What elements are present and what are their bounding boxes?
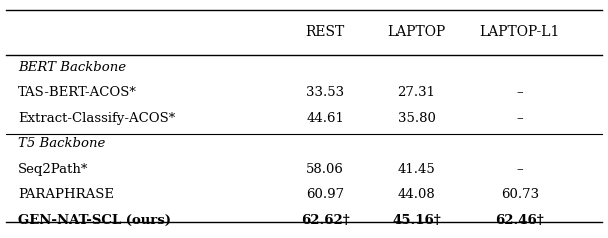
Text: Extract-Classify-ACOS*: Extract-Classify-ACOS*	[18, 112, 176, 125]
Text: REST: REST	[306, 25, 345, 39]
Text: T5 Backbone: T5 Backbone	[18, 137, 106, 150]
Text: 35.80: 35.80	[398, 112, 435, 125]
Text: BERT Backbone: BERT Backbone	[18, 61, 126, 74]
Text: 45.16†: 45.16†	[392, 214, 441, 227]
Text: 44.61: 44.61	[306, 112, 344, 125]
Text: 44.08: 44.08	[398, 188, 435, 201]
Text: PARAPHRASE: PARAPHRASE	[18, 188, 114, 201]
Text: LAPTOP-L1: LAPTOP-L1	[480, 25, 560, 39]
Text: 27.31: 27.31	[398, 86, 435, 99]
Text: 60.97: 60.97	[306, 188, 344, 201]
Text: –: –	[517, 86, 523, 99]
Text: LAPTOP: LAPTOP	[387, 25, 446, 39]
Text: TAS-BERT-ACOS*: TAS-BERT-ACOS*	[18, 86, 137, 99]
Text: GEN-NAT-SCL (ours): GEN-NAT-SCL (ours)	[18, 214, 171, 227]
Text: –: –	[517, 163, 523, 176]
Text: 60.73: 60.73	[501, 188, 539, 201]
Text: 62.46†: 62.46†	[496, 214, 544, 227]
Text: 41.45: 41.45	[398, 163, 435, 176]
Text: 33.53: 33.53	[306, 86, 344, 99]
Text: 58.06: 58.06	[306, 163, 344, 176]
Text: Seq2Path*: Seq2Path*	[18, 163, 89, 176]
Text: –: –	[517, 112, 523, 125]
Text: 62.62†: 62.62†	[301, 214, 350, 227]
